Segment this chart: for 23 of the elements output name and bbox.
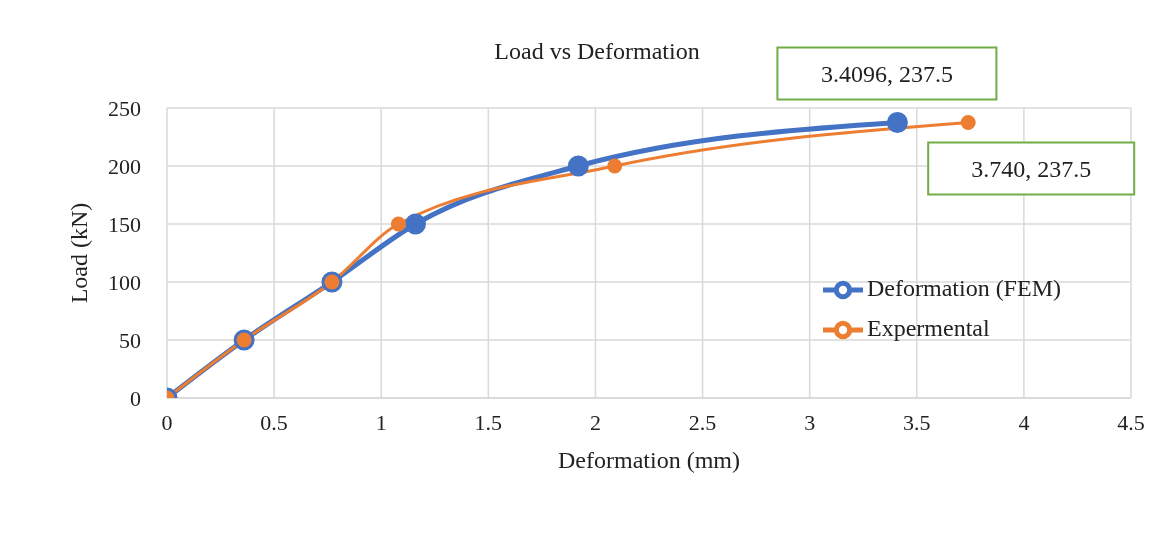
x-tick-label: 1.5 (474, 409, 503, 435)
y-tick-label: 150 (108, 211, 141, 237)
x-tick-label: 3.5 (903, 409, 931, 435)
x-axis-title: Deformation (mm) (558, 447, 740, 473)
legend-label: Expermental (867, 314, 990, 341)
chart-title: Load vs Deformation (494, 38, 700, 64)
y-tick-label: 100 (108, 269, 141, 295)
y-axis-title: Load (kN) (65, 202, 92, 304)
x-tick-label: 3 (804, 409, 816, 435)
x-tick-label: 2.5 (688, 409, 717, 435)
x-tick-label: 1 (375, 409, 387, 435)
y-tick-label: 200 (108, 153, 141, 179)
x-tick-label: 0.5 (260, 409, 288, 435)
annotation: 3.740, 237.5 (971, 155, 1092, 182)
x-tick-label: 2 (589, 409, 601, 435)
legend-label: Deformation (FEM) (867, 274, 1061, 301)
x-tick-label: 4 (1018, 409, 1030, 435)
x-tick-label: 4.5 (1117, 409, 1145, 435)
y-tick-label: 250 (108, 95, 141, 121)
y-tick-label: 50 (119, 327, 141, 353)
x-tick-label: 0 (161, 409, 173, 435)
y-tick-label: 0 (130, 385, 141, 411)
annotation: 3.4096, 237.5 (820, 60, 953, 87)
